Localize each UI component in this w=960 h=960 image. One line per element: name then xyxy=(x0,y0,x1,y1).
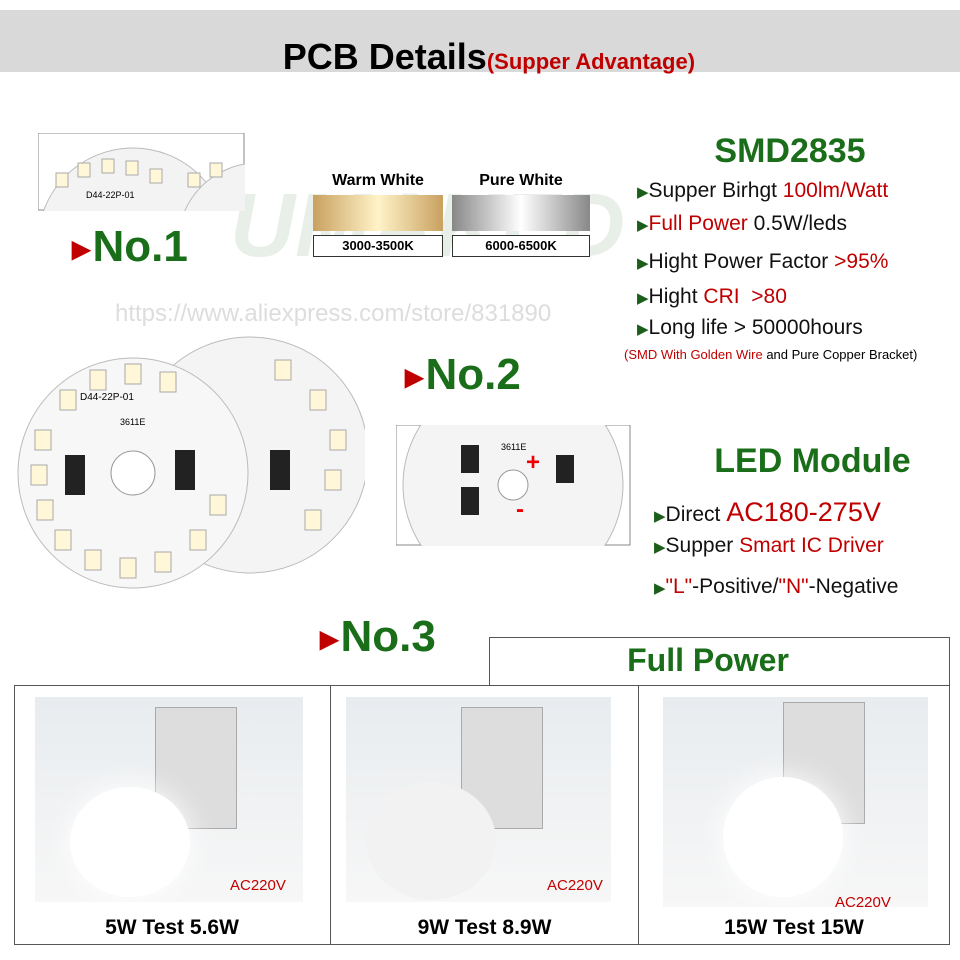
badge: No.1 xyxy=(72,222,187,272)
text: Supper xyxy=(665,534,740,557)
bullet: Direct AC180-275V xyxy=(654,497,881,528)
text: and Pure Copper Bracket) xyxy=(762,347,918,362)
bullet: Hight Power Factor >95% xyxy=(637,250,889,274)
text: -Positive/ xyxy=(692,575,779,598)
tests-box xyxy=(14,685,950,945)
pure-swatch xyxy=(452,195,590,231)
text: Hight xyxy=(648,285,704,308)
full-power-box xyxy=(489,637,950,686)
subtitle: (Supper Advantage) xyxy=(486,49,696,74)
note: (SMD With Golden Wire and Pure Copper Br… xyxy=(624,347,917,362)
text: Direct xyxy=(665,503,727,526)
test-caption: 5W Test 5.6W xyxy=(105,916,239,939)
highlight: Full Power xyxy=(648,212,748,235)
watermark-url: https://www.aliexpress.com/store/831890 xyxy=(115,300,552,327)
test-photo xyxy=(346,697,611,902)
badge: No.3 xyxy=(320,612,435,662)
pcb-large: D44-22P-01 3611E xyxy=(17,336,365,589)
bullet: Supper Birhgt 100lm/Watt xyxy=(637,179,889,203)
warm-range: 3000-3500K xyxy=(313,235,443,257)
test-caption: 9W Test 8.9W xyxy=(417,916,552,939)
highlight: CRI xyxy=(703,285,740,308)
text: Hight Power Factor xyxy=(648,250,835,273)
text: Long life > 50000hours xyxy=(648,316,863,339)
svg-text:-: - xyxy=(516,496,524,523)
bullet: Long life > 50000hours xyxy=(637,316,863,340)
highlight: 100lm/Watt xyxy=(782,179,889,202)
highlight: >80 xyxy=(739,285,787,308)
pcb-chip: 3611E xyxy=(501,442,526,452)
test-photo xyxy=(35,697,303,902)
text: Supper Birhgt xyxy=(648,179,783,202)
bullet: Hight CRI >80 xyxy=(637,285,787,309)
voltage: AC220V xyxy=(230,877,286,894)
divider xyxy=(330,686,331,944)
highlight: (SMD With Golden Wire xyxy=(624,347,763,362)
highlight: Smart IC Driver xyxy=(739,534,884,557)
smd-title: SMD2835 xyxy=(714,132,866,170)
bullet: "L"-Positive/"N"-Negative xyxy=(654,575,899,599)
pcb-chip: 3611E xyxy=(120,417,145,427)
voltage: AC220V xyxy=(547,877,603,894)
test-photo xyxy=(663,697,928,907)
test-caption: 15W Test 15W xyxy=(724,916,864,939)
header-band xyxy=(0,10,960,72)
bullet: Supper Smart IC Driver xyxy=(654,534,884,558)
module-title: LED Module xyxy=(714,442,911,480)
badge: No.2 xyxy=(405,350,520,400)
highlight: AC180-275V xyxy=(726,497,881,527)
header: PCB Details(Supper Advantage) xyxy=(0,18,960,96)
pure-label: Pure White xyxy=(479,172,563,189)
pcb-model: D44-22P-01 xyxy=(80,392,134,403)
warm-swatch xyxy=(313,195,443,231)
text: 0.5W/leds xyxy=(747,212,847,235)
highlight: >95% xyxy=(834,250,889,273)
divider xyxy=(638,686,639,944)
module-photo: +- 3611E xyxy=(396,425,631,546)
pcb-small: D44-22P-01 xyxy=(38,133,245,211)
bullet: Full Power 0.5W/leds xyxy=(637,212,847,236)
title: PCB Details xyxy=(282,36,487,77)
highlight: "N" xyxy=(778,575,809,598)
highlight: "L" xyxy=(665,575,693,598)
pure-range: 6000-6500K xyxy=(452,235,590,257)
text: -Negative xyxy=(808,575,899,598)
svg-text:+: + xyxy=(526,449,540,476)
pcb-model: D44-22P-01 xyxy=(86,190,135,200)
full-power-title: Full Power xyxy=(627,642,789,678)
warm-label: Warm White xyxy=(332,172,424,189)
voltage: AC220V xyxy=(835,894,891,911)
